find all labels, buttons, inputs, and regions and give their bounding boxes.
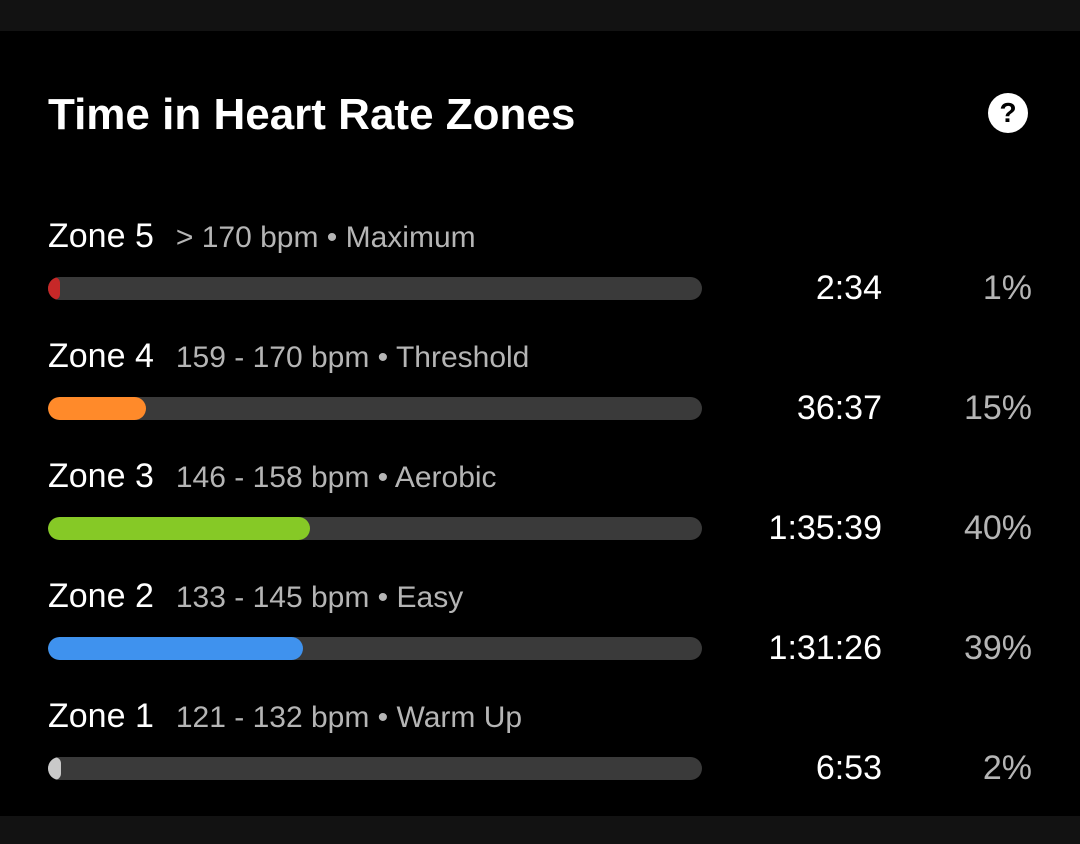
zone-range: 133 - 145 bpm • Easy xyxy=(175,581,464,614)
zone-bar-track xyxy=(48,637,702,660)
zone-header: Zone 3 146 - 158 bpm • Aerobic xyxy=(48,456,497,496)
zone-name: Zone 3 xyxy=(48,457,154,495)
zone-percent: 40% xyxy=(963,509,1032,547)
heart-rate-zones-card: Time in Heart Rate Zones ? Zone 5 > 170 b… xyxy=(0,31,1080,816)
zone-range: 146 - 158 bpm • Aerobic xyxy=(175,461,497,494)
zone-header: Zone 4 159 - 170 bpm • Threshold xyxy=(48,336,529,376)
zone-bar-track xyxy=(48,757,702,780)
zone-percent: 39% xyxy=(963,629,1032,667)
zone-bar-fill xyxy=(48,397,147,420)
zone-name: Zone 5 xyxy=(48,217,154,255)
bottom-divider xyxy=(0,816,1080,844)
zone-row-5: Zone 5 > 170 bpm • Maximum 2:34 1% xyxy=(0,216,1080,326)
zone-bar-fill xyxy=(48,757,62,780)
zone-time: 1:31:26 xyxy=(768,629,882,667)
zone-bar-track xyxy=(48,277,702,300)
top-divider xyxy=(0,0,1080,31)
zone-time: 1:35:39 xyxy=(768,509,882,547)
zone-range: > 170 bpm • Maximum xyxy=(175,221,476,254)
zone-time: 36:37 xyxy=(796,389,882,427)
zone-header: Zone 1 121 - 132 bpm • Warm Up xyxy=(48,696,522,736)
zone-row-4: Zone 4 159 - 170 bpm • Threshold 36:37 15… xyxy=(0,336,1080,446)
zone-bar-fill xyxy=(48,517,310,540)
zone-percent: 15% xyxy=(963,389,1032,427)
zone-row-3: Zone 3 146 - 158 bpm • Aerobic 1:35:39 40… xyxy=(0,456,1080,566)
zone-range: 121 - 132 bpm • Warm Up xyxy=(175,701,523,734)
zone-time: 6:53 xyxy=(815,749,882,787)
zone-row-1: Zone 1 121 - 132 bpm • Warm Up 6:53 2% xyxy=(0,696,1080,806)
zone-name: Zone 4 xyxy=(48,337,154,375)
zone-time: 2:34 xyxy=(815,269,882,307)
zone-range: 159 - 170 bpm • Threshold xyxy=(175,341,530,374)
zone-bar-track xyxy=(48,517,702,540)
card-title: Time in Heart Rate Zones xyxy=(48,90,576,139)
zone-bar-fill xyxy=(48,277,60,300)
zone-name: Zone 2 xyxy=(48,577,154,615)
zone-bar-fill xyxy=(48,637,304,660)
zone-header: Zone 2 133 - 145 bpm • Easy xyxy=(48,576,463,616)
zone-percent: 2% xyxy=(982,749,1032,787)
zone-percent: 1% xyxy=(982,269,1032,307)
zone-header: Zone 5 > 170 bpm • Maximum xyxy=(48,216,476,256)
help-icon[interactable]: ? xyxy=(988,93,1028,133)
zone-name: Zone 1 xyxy=(48,697,154,735)
zone-row-2: Zone 2 133 - 145 bpm • Easy 1:31:26 39% xyxy=(0,576,1080,686)
zone-bar-track xyxy=(48,397,702,420)
